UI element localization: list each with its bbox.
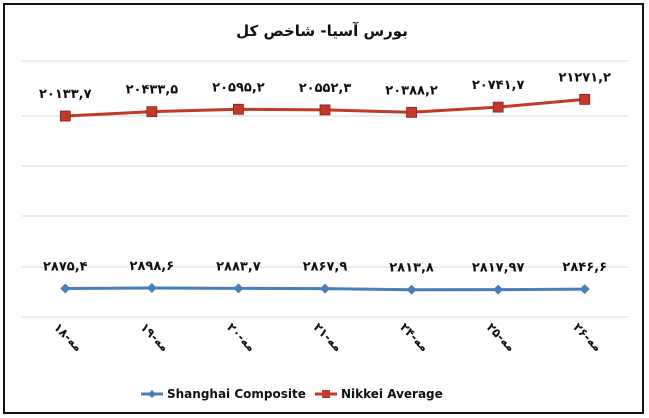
x-tick-label: ۱۸-مه bbox=[51, 320, 85, 354]
shanghai-composite-point bbox=[406, 284, 417, 295]
x-tick-label: ۲۱-مه bbox=[311, 320, 345, 354]
legend-shanghai-composite-label: Shanghai Composite bbox=[167, 387, 306, 401]
nikkei-average-point bbox=[233, 103, 244, 115]
shanghai-composite-data-label: ۲۸۱۳,۸ bbox=[389, 261, 434, 276]
nikkei-average-point bbox=[579, 93, 591, 105]
gridlines bbox=[22, 60, 628, 318]
shanghai-composite-data-label: ۲۸۴۶,۶ bbox=[562, 260, 607, 275]
chart-frame bbox=[3, 3, 644, 414]
shanghai-composite-data-label: ۲۸۷۵,۴ bbox=[43, 259, 88, 274]
shanghai-composite-data-label: ۲۸۱۷,۹۷ bbox=[472, 261, 525, 276]
legend: Shanghai Composite Nikkei Average bbox=[141, 387, 443, 401]
shanghai-composite-point bbox=[320, 283, 330, 294]
x-tick-label: ۲۴-مه bbox=[397, 320, 431, 354]
shanghai-composite-point bbox=[146, 283, 157, 294]
nikkei-average-data-label: ۲۰۱۳۳,۷ bbox=[39, 87, 92, 102]
x-tick-labels: ۱۸-مه ۱۹-مه ۲۰-مه ۲۱-مه ۲۴-مه ۲۵-مه ۲۶-مه bbox=[51, 320, 605, 354]
shanghai-composite-data-label: ۲۸۶۷,۹ bbox=[303, 260, 348, 275]
nikkei-average-data-label: ۲۰۴۳۳,۵ bbox=[126, 83, 179, 98]
nikkei-average-point bbox=[406, 106, 417, 118]
nikkei-average-point bbox=[59, 110, 71, 122]
shanghai-composite-data-label: ۲۸۹۸,۶ bbox=[130, 259, 175, 274]
nikkei-average-data-label: ۲۰۳۸۸,۲ bbox=[385, 83, 438, 98]
x-tick-label: ۲۰-مه bbox=[224, 320, 258, 354]
nikkei-average-data-label: ۲۰۵۵۲,۳ bbox=[299, 81, 352, 96]
shanghai-composite-point bbox=[60, 283, 71, 294]
nikkei-average-point bbox=[492, 101, 504, 113]
series-points bbox=[59, 93, 591, 295]
nikkei-average-point bbox=[319, 104, 331, 116]
shanghai-composite-data-label: ۲۸۸۳,۷ bbox=[216, 259, 261, 274]
x-tick-label: ۲۶-مه bbox=[570, 320, 604, 354]
nikkei-average-data-label: ۲۱۲۷۱,۲ bbox=[558, 70, 611, 85]
chart-title: بورس آسیا- شاخص کل bbox=[236, 22, 408, 40]
shanghai-composite-point bbox=[233, 283, 244, 294]
data-labels: ۲۰۱۳۳,۷ ۲۰۴۳۳,۵ ۲۰۵۹۵,۲ ۲۰۵۵۲,۳ ۲۰۳۸۸,۲ ۲۰۷۴۱… bbox=[39, 70, 611, 275]
legend-shanghai-composite-marker bbox=[148, 390, 156, 398]
shanghai-composite-point bbox=[493, 284, 504, 295]
nikkei-average-point bbox=[146, 106, 158, 118]
x-tick-label: ۱۹-مه bbox=[138, 320, 172, 354]
legend-nikkei-average-marker bbox=[322, 390, 330, 398]
legend-nikkei-average-label: Nikkei Average bbox=[341, 387, 443, 401]
x-tick-label: ۲۵-مه bbox=[484, 320, 518, 354]
nikkei-average-data-label: ۲۰۷۴۱,۷ bbox=[472, 78, 525, 93]
shanghai-composite-point bbox=[579, 284, 590, 295]
nikkei-average-data-label: ۲۰۵۹۵,۲ bbox=[212, 80, 265, 95]
